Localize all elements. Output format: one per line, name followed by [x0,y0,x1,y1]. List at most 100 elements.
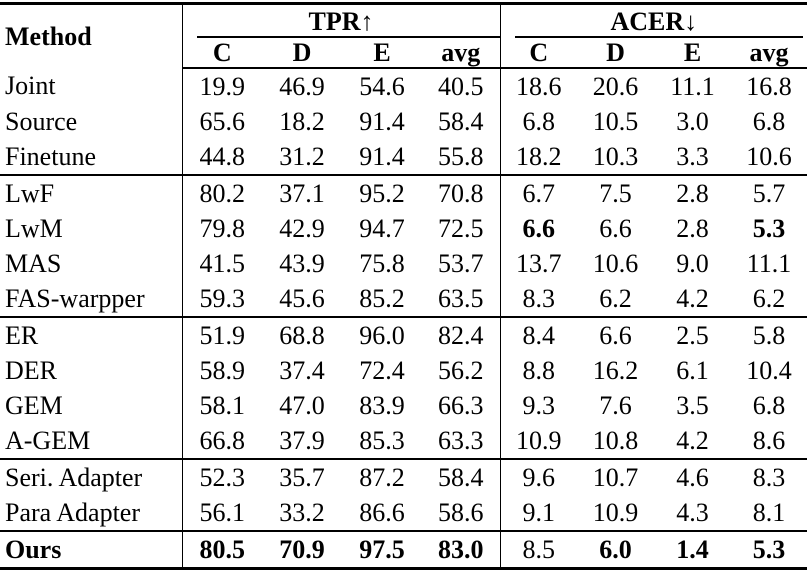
tpr-avg-value: 40.5 [422,68,501,104]
method-cell: GEM [0,388,183,423]
tpr-d-value: 37.4 [279,355,325,385]
tpr-col-header-d: D [262,38,342,69]
table-row: DER 58.9 37.4 72.4 56.2 8.8 16.2 6.1 10.4 [0,353,807,388]
acer-avg-value: 6.8 [752,390,786,420]
acer-avg-value: 11.1 [746,248,792,278]
tpr-e-value: 97.5 [342,530,422,570]
tpr-avg-value: 70.8 [422,174,501,211]
acer-d-value: 7.5 [577,174,654,211]
acer-c-value: 18.2 [516,141,562,171]
acer-c-value: 9.3 [522,390,556,420]
tpr-col-header-e: E [342,38,422,69]
acer-c-value: 6.7 [500,174,577,211]
tpr-c-value: 51.9 [182,316,262,353]
acer-d-value: 10.8 [592,425,639,455]
tpr-avg-value: 72.5 [422,211,501,246]
tpr-d-value: 70.9 [262,530,342,570]
acer-c-value: 8.5 [500,530,577,570]
table-row: A-GEM 66.8 37.9 85.3 63.3 10.9 10.8 4.2 8.6 [0,423,807,459]
acer-e-value: 3.0 [676,106,709,136]
acer-avg-value: 6.2 [752,283,786,313]
table-row: LwF 80.2 37.1 95.2 70.8 6.7 7.5 2.8 5.7 [0,174,807,211]
tpr-d-value: 47.0 [279,390,325,420]
tpr-col-header-c: C [182,38,262,69]
acer-c-value: 13.7 [516,248,562,278]
acer-col-header-d: D [577,38,654,69]
tpr-c-value: 56.1 [199,497,246,527]
tpr-d-value: 37.9 [279,425,325,455]
tpr-e-value: 72.4 [359,355,405,385]
table-row: Joint 19.9 46.9 54.6 40.5 18.6 20.6 11.1 16.8 [0,68,807,104]
tpr-avg-value: 55.8 [422,139,501,175]
acer-c-value: 8.8 [522,355,556,385]
acer-d-value: 10.3 [592,141,639,171]
tpr-c-value: 58.9 [199,355,246,385]
table-row: Seri. Adapter 52.3 35.7 87.2 58.4 9.6 10.7 4.6 8… [0,458,807,495]
table-header: Method TPR↑ ACER↓ C D E avg C D E avg [0,2,807,69]
tpr-d-value: 45.6 [279,283,325,313]
acer-avg-value: 8.3 [731,458,807,495]
tpr-c-value: 41.5 [199,248,246,278]
acer-c-value: 9.1 [522,497,556,527]
tpr-e-value: 94.7 [359,213,405,243]
tpr-avg-value: 83.0 [422,530,501,570]
tpr-e-value: 54.6 [359,71,405,101]
acer-e-value: 3.3 [676,141,709,171]
acer-e-value: 2.5 [654,316,731,353]
acer-e-value: 11.1 [670,71,715,101]
tpr-e-value: 91.4 [359,141,405,171]
method-cell: Seri. Adapter [0,458,183,495]
tpr-d-value: 35.7 [262,458,342,495]
method-cell: A-GEM [0,423,183,459]
acer-d-value: 10.7 [577,458,654,495]
method-column-header: Method [0,2,183,68]
acer-e-value: 4.3 [676,497,709,527]
acer-d-value: 10.6 [592,248,639,278]
tpr-d-value: 46.9 [279,71,325,101]
acer-c-value: 6.6 [522,213,556,243]
tpr-d-value: 68.8 [262,316,342,353]
tpr-d-value: 43.9 [279,248,325,278]
acer-d-value: 7.6 [599,390,632,420]
down-arrow-icon: ↓ [684,6,698,36]
acer-label: ACER [610,6,685,36]
tpr-e-value: 86.6 [359,497,405,527]
acer-avg-value: 5.8 [731,316,807,353]
tpr-e-value: 87.2 [342,458,422,495]
tpr-e-value: 83.9 [359,390,405,420]
acer-avg-value: 5.3 [752,213,786,243]
acer-avg-value: 10.6 [746,141,792,171]
acer-e-value: 6.1 [676,355,709,385]
tpr-c-value: 65.6 [199,106,246,136]
tpr-avg-value: 82.4 [422,316,501,353]
acer-e-value: 9.0 [676,248,709,278]
acer-group-header: ACER↓ [500,2,807,39]
acer-c-value: 10.9 [516,425,562,455]
table-row: ER 51.9 68.8 96.0 82.4 8.4 6.6 2.5 5.8 [0,316,807,353]
acer-e-value: 4.6 [654,458,731,495]
acer-avg-value: 5.3 [731,530,807,570]
table-row: FAS-warpper 59.3 45.6 85.2 63.5 8.3 6.2 4.2 6.2 [0,281,807,317]
acer-e-value: 3.5 [676,390,709,420]
acer-col-header-e: E [654,38,731,69]
acer-e-value: 1.4 [654,530,731,570]
table-row: MAS 41.5 43.9 75.8 53.7 13.7 10.6 9.0 11.1 [0,246,807,281]
tpr-c-value: 52.3 [182,458,262,495]
table-row: Ours 80.5 70.9 97.5 83.0 8.5 6.0 1.4 5.3 [0,530,807,570]
tpr-e-value: 85.3 [359,425,405,455]
tpr-avg-value: 58.6 [422,495,501,531]
method-cell: ER [0,316,183,353]
tpr-d-value: 31.2 [279,141,325,171]
tpr-c-value: 58.1 [199,390,246,420]
acer-avg-value: 5.7 [731,174,807,211]
acer-d-value: 6.0 [577,530,654,570]
method-cell: DER [0,353,183,388]
tpr-avg-value: 58.4 [422,458,501,495]
group-header-row: Method TPR↑ ACER↓ [0,2,807,68]
method-cell: FAS-warpper [0,281,183,317]
tpr-d-value: 33.2 [279,497,325,527]
acer-col-header-avg: avg [731,38,807,69]
acer-d-value: 6.6 [599,213,632,243]
tpr-e-value: 95.2 [342,174,422,211]
